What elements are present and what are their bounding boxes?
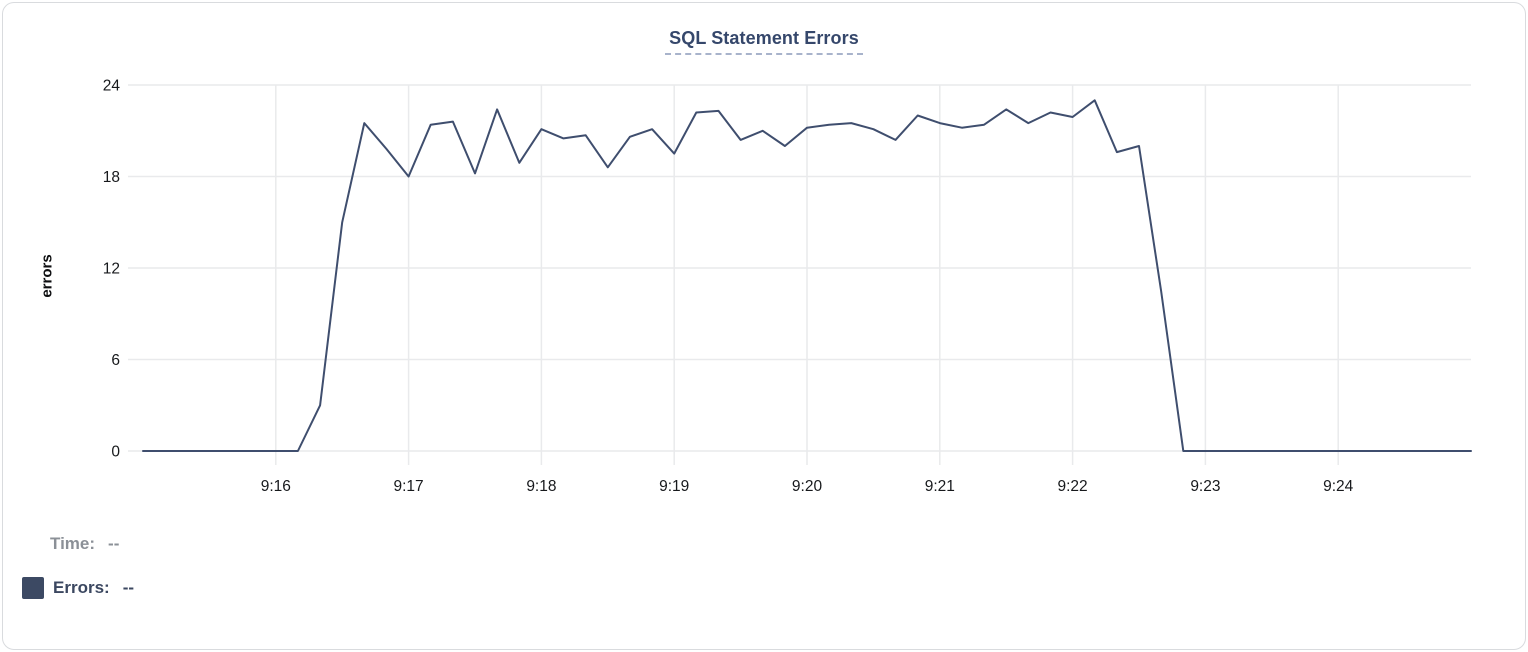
tooltip-time-label: Time: [50,534,96,553]
tooltip-time-value: -- [108,534,120,553]
y-tick-label: 0 [111,444,120,461]
x-tick-label: 9:18 [526,478,556,495]
y-tick-label: 6 [111,352,120,369]
x-tick-label: 9:22 [1058,478,1088,495]
x-tick-label: 9:21 [925,478,955,495]
legend-errors-row[interactable]: Errors: -- [22,577,134,599]
tooltip-time-row: Time: -- [50,534,119,554]
x-tick-label: 9:23 [1190,478,1220,495]
legend-errors-label: Errors: [53,578,110,597]
errors-series-swatch [22,577,44,599]
y-tick-label: 12 [103,261,120,278]
chart-title[interactable]: SQL Statement Errors [665,28,863,55]
x-tick-label: 9:24 [1323,478,1354,495]
chart-header: SQL Statement Errors [0,28,1528,55]
y-tick-label: 18 [103,169,120,186]
x-tick-label: 9:17 [394,478,424,495]
x-tick-label: 9:19 [659,478,689,495]
series-line-errors [142,99,1472,452]
y-tick-label: 24 [103,78,121,95]
y-axis-label: errors [38,254,56,298]
x-tick-label: 9:20 [792,478,823,495]
x-tick-label: 9:16 [261,478,291,495]
tooltip-errors-value: -- [122,578,135,597]
